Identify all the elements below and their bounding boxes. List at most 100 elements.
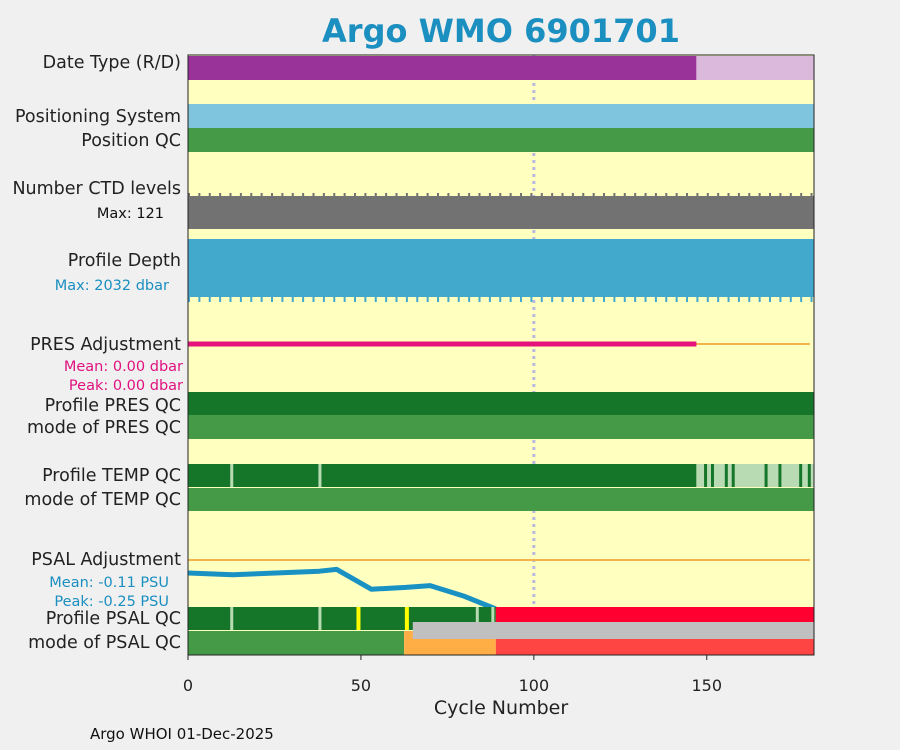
profile-depth-tip: [208, 297, 211, 302]
ctd-levels-tip: [727, 193, 730, 196]
row-label-profile-depth: Profile Depth: [67, 251, 181, 271]
ctd-levels-tip: [468, 193, 471, 196]
ctd-levels-tip: [239, 193, 242, 196]
ctd-levels-tip: [571, 193, 574, 196]
mode-psal-qc-bar-0: [188, 631, 405, 655]
ctd-levels-tip: [717, 193, 720, 196]
psal-adjustment-line: [187, 566, 497, 612]
profile-depth-tip: [540, 297, 543, 302]
profile-temp-qc-tick-6: [764, 464, 768, 487]
ctd-levels-tip: [333, 193, 336, 196]
ctd-levels-tip: [488, 193, 491, 196]
ctd-levels-tip: [644, 193, 647, 196]
profile-temp-qc-tick-4: [724, 464, 728, 487]
pres-adjustment-mean-label: Mean: 0.00 dbar: [63, 359, 183, 375]
profile-temp-qc-tick-9: [807, 464, 811, 487]
row-label-ctd-levels: Number CTD levels: [12, 179, 181, 199]
profile-depth-tip: [696, 297, 699, 302]
ctd-levels-tip: [561, 193, 564, 196]
profile-depth-max-label: Max: 2032 dbar: [54, 278, 169, 294]
profile-depth-tip: [478, 297, 481, 302]
ctd-levels-tip: [499, 193, 502, 196]
profile-depth-tip: [405, 297, 408, 302]
ctd-levels-tip: [208, 193, 211, 196]
ctd-levels-tip: [779, 193, 782, 196]
x-tick-label-1: 50: [351, 676, 371, 695]
ctd-levels-tip: [374, 193, 377, 196]
profile-depth-tip: [374, 297, 377, 302]
ctd-levels-tip: [219, 193, 222, 196]
profile-psal-qc-tick-3: [491, 607, 495, 630]
ctd-levels-tip: [758, 193, 761, 196]
profile-depth-tip: [634, 297, 637, 302]
date-type-bar-0: [188, 56, 697, 80]
profile-depth-tip: [582, 297, 585, 302]
profile-depth-tip: [727, 297, 730, 302]
profile-psal-qc-tick-2: [475, 607, 479, 630]
profile-depth-tip: [198, 297, 201, 302]
profile-temp-qc-tick-8: [799, 464, 803, 487]
profile-depth-tip: [499, 297, 502, 302]
profile-pres-qc-bar-0: [188, 392, 814, 415]
profile-depth-tip: [675, 297, 678, 302]
ctd-levels-tip: [281, 193, 284, 196]
profile-depth-tip: [229, 297, 232, 302]
ctd-levels-tip: [291, 193, 294, 196]
profile-depth-tip: [800, 297, 803, 302]
profile-depth-tip: [530, 297, 533, 302]
ctd-levels-tip: [623, 193, 626, 196]
ctd-levels-tip: [540, 193, 543, 196]
ctd-levels-tip: [260, 193, 263, 196]
profile-depth-tip: [686, 297, 689, 302]
profile-depth-tip: [271, 297, 274, 302]
ctd-levels-tip: [188, 193, 190, 196]
profile-depth-tip: [748, 297, 751, 302]
ctd-levels-tip: [665, 193, 668, 196]
profile-depth-tip: [623, 297, 626, 302]
row-label-profile-pres-qc: Profile PRES QC: [44, 396, 181, 416]
profile-depth-tip: [706, 297, 709, 302]
ctd-levels-tip: [364, 193, 367, 196]
profile-psal-qc-tick-0: [230, 607, 234, 630]
profile-depth-tip: [810, 297, 813, 302]
profile-depth-tip: [395, 297, 398, 302]
profile-depth-tip: [571, 297, 574, 302]
ctd-levels-tip: [706, 193, 709, 196]
plot-background: [188, 55, 814, 655]
profile-depth-tip: [426, 297, 429, 302]
profile-depth-tip: [260, 297, 263, 302]
ctd-levels-tip: [354, 193, 357, 196]
ctd-levels-tip: [312, 193, 315, 196]
profile-temp-qc-tick-1: [318, 464, 322, 487]
ctd-levels-tip: [385, 193, 388, 196]
ctd-levels-tip: [592, 193, 595, 196]
profile-depth-tip: [789, 297, 792, 302]
profile-depth-tip: [188, 297, 190, 302]
profile-depth-tip: [219, 297, 222, 302]
profile-depth-tip: [437, 297, 440, 302]
row-label-mode-psal-qc: mode of PSAL QC: [28, 633, 181, 653]
ctd-levels-tip: [343, 193, 346, 196]
row-label-profile-psal-qc: Profile PSAL QC: [45, 609, 181, 629]
x-tick-label-3: 150: [692, 676, 723, 695]
ctd-levels-tip: [582, 193, 585, 196]
profile-psal-qc-flag-1: [404, 607, 409, 630]
chart-title: Argo WMO 6901701: [322, 12, 680, 50]
ctd-levels-tip: [271, 193, 274, 196]
profile-temp-qc-tick-3: [710, 464, 714, 487]
ctd-levels-tip: [520, 193, 523, 196]
profile-temp-qc-tick-5: [731, 464, 735, 487]
ctd-levels-tip: [686, 193, 689, 196]
ctd-levels-tip: [447, 193, 450, 196]
profile-depth-tip: [717, 297, 720, 302]
pres-adjustment-peak-label: Peak: 0.00 dbar: [68, 378, 183, 394]
profile-psal-qc-tick-1: [318, 607, 322, 630]
profile-depth-tip: [364, 297, 367, 302]
profile-depth-bar: [188, 239, 814, 297]
profile-depth-tip: [613, 297, 616, 302]
profile-depth-tip: [281, 297, 284, 302]
profile-depth-tip: [520, 297, 523, 302]
x-tick-label-0: 0: [183, 676, 193, 695]
profile-depth-tip: [354, 297, 357, 302]
profile-depth-tip: [488, 297, 491, 302]
